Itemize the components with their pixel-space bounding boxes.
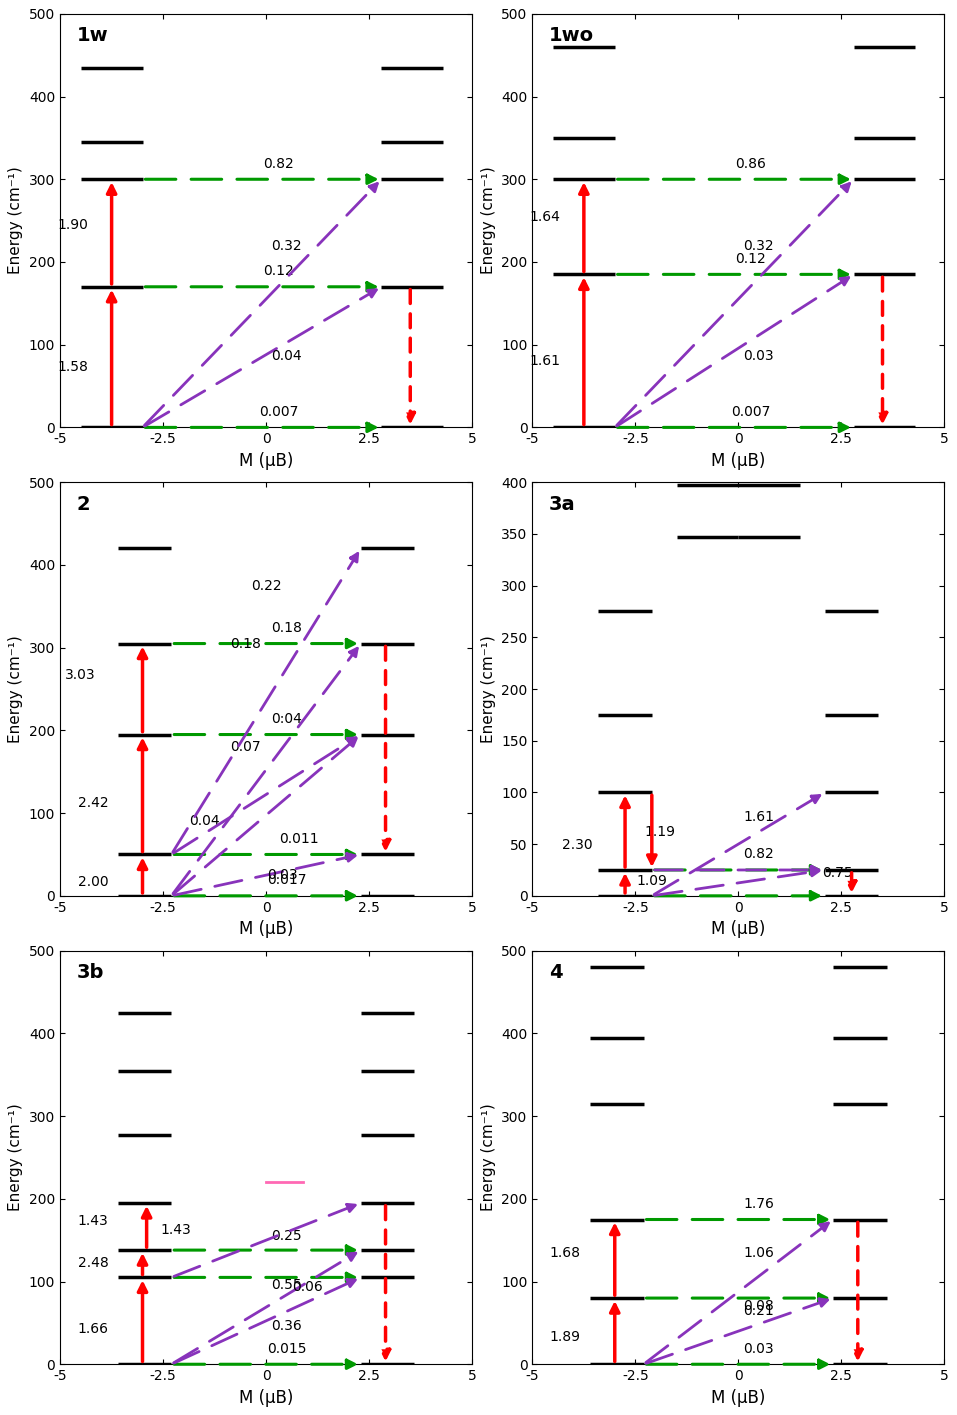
- Text: 0.03: 0.03: [744, 348, 774, 362]
- Text: 1.58: 1.58: [57, 361, 88, 374]
- Text: 1wo: 1wo: [549, 27, 594, 45]
- Text: 2.48: 2.48: [78, 1255, 108, 1269]
- Text: 1.76: 1.76: [744, 1197, 774, 1211]
- Text: 3a: 3a: [549, 495, 575, 514]
- Text: 0.82: 0.82: [263, 157, 294, 171]
- X-axis label: M (μB): M (μB): [239, 451, 293, 470]
- Text: 0.04: 0.04: [189, 814, 219, 828]
- Text: 1.43: 1.43: [160, 1223, 190, 1237]
- Text: 0.08: 0.08: [744, 1299, 774, 1313]
- X-axis label: M (μB): M (μB): [711, 920, 766, 938]
- Y-axis label: Energy (cm⁻¹): Energy (cm⁻¹): [9, 635, 23, 743]
- Y-axis label: Energy (cm⁻¹): Energy (cm⁻¹): [9, 1104, 23, 1211]
- Text: 1.61: 1.61: [744, 811, 774, 825]
- Text: 0.015: 0.015: [267, 1341, 306, 1356]
- Text: 1.66: 1.66: [78, 1322, 108, 1336]
- Text: 0.32: 0.32: [744, 239, 774, 252]
- Text: 1.90: 1.90: [57, 218, 88, 232]
- Text: 0:04: 0:04: [271, 712, 302, 726]
- Text: 1.19: 1.19: [645, 825, 676, 839]
- Text: 0.12: 0.12: [735, 252, 766, 266]
- Text: 0.12: 0.12: [263, 265, 294, 279]
- Text: 1.09: 1.09: [636, 874, 667, 889]
- Text: 1.89: 1.89: [550, 1330, 581, 1344]
- X-axis label: M (μB): M (μB): [711, 451, 766, 470]
- Text: 0.75: 0.75: [822, 866, 853, 880]
- Text: 0.55: 0.55: [272, 1278, 302, 1292]
- Text: 0.011: 0.011: [279, 832, 319, 846]
- Text: 0.25: 0.25: [272, 1230, 302, 1244]
- Text: 2.42: 2.42: [78, 797, 108, 811]
- X-axis label: M (μB): M (μB): [239, 920, 293, 938]
- Text: 3b: 3b: [77, 964, 104, 982]
- Text: 1.61: 1.61: [529, 354, 560, 368]
- Y-axis label: Energy (cm⁻¹): Energy (cm⁻¹): [9, 167, 23, 275]
- Y-axis label: Energy (cm⁻¹): Energy (cm⁻¹): [480, 635, 496, 743]
- Text: 2: 2: [77, 495, 90, 514]
- X-axis label: M (μB): M (μB): [711, 1388, 766, 1407]
- Text: 1.06: 1.06: [744, 1245, 774, 1259]
- Text: 0.21: 0.21: [744, 1303, 774, 1317]
- Text: 0.017: 0.017: [267, 873, 306, 887]
- Text: 2.00: 2.00: [78, 874, 108, 889]
- Text: 0.18: 0.18: [230, 637, 261, 651]
- Text: 4: 4: [549, 964, 563, 982]
- Text: 0.22: 0.22: [251, 579, 281, 593]
- Text: 1.64: 1.64: [529, 209, 560, 224]
- Y-axis label: Energy (cm⁻¹): Energy (cm⁻¹): [480, 1104, 496, 1211]
- Text: 0.82: 0.82: [744, 846, 774, 860]
- Text: 2.30: 2.30: [563, 838, 593, 852]
- Text: 0.32: 0.32: [272, 239, 302, 252]
- Text: 1w: 1w: [77, 27, 108, 45]
- Text: 3.03: 3.03: [65, 668, 96, 682]
- X-axis label: M (μB): M (μB): [239, 1388, 293, 1407]
- Text: 0.07: 0.07: [231, 740, 261, 754]
- Text: 0.03: 0.03: [744, 1341, 774, 1356]
- Text: 0.06: 0.06: [292, 1281, 323, 1295]
- Text: 0.86: 0.86: [735, 157, 767, 171]
- Text: 0.04: 0.04: [272, 348, 302, 362]
- Text: 0.007: 0.007: [731, 405, 770, 419]
- Text: 0.18: 0.18: [271, 621, 302, 635]
- Text: 0.007: 0.007: [258, 405, 299, 419]
- Text: 1.68: 1.68: [550, 1245, 581, 1259]
- Y-axis label: Energy (cm⁻¹): Energy (cm⁻¹): [480, 167, 496, 275]
- Text: 0.03: 0.03: [267, 869, 298, 883]
- Text: 0.36: 0.36: [271, 1319, 302, 1333]
- Text: 1.43: 1.43: [78, 1214, 108, 1228]
